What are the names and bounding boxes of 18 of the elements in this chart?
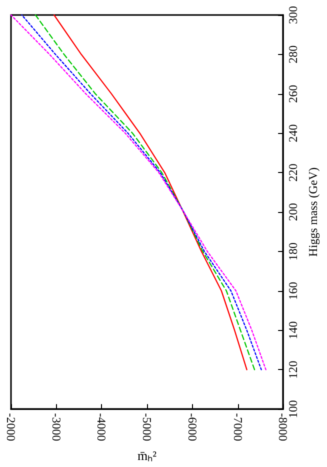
y-tick-label: 220: [286, 164, 300, 182]
y-tick-label: 200: [286, 203, 300, 222]
y-tick-label: 120: [286, 360, 300, 379]
y-tick-label: 160: [286, 282, 300, 300]
x-tick-label: -2000: [4, 413, 18, 442]
y-tick-label: 180: [286, 242, 300, 260]
y-axis-title: Higgs mass (GeV): [306, 167, 320, 257]
x-tick-label: -4000: [94, 413, 109, 442]
y-tick-label: 280: [286, 45, 300, 64]
x-axis-title: m̄ₕ²: [138, 448, 157, 463]
y-tick-label: 140: [286, 321, 300, 340]
y-tick-label: 300: [286, 6, 300, 24]
x-tick-label: -6000: [185, 413, 200, 442]
x-tick-label: -5000: [140, 413, 154, 442]
y-tick-label: 240: [286, 124, 300, 142]
y-tick-label: 260: [286, 84, 300, 103]
x-tick-label: -7000: [230, 413, 245, 442]
x-tick-label: -3000: [49, 413, 64, 442]
